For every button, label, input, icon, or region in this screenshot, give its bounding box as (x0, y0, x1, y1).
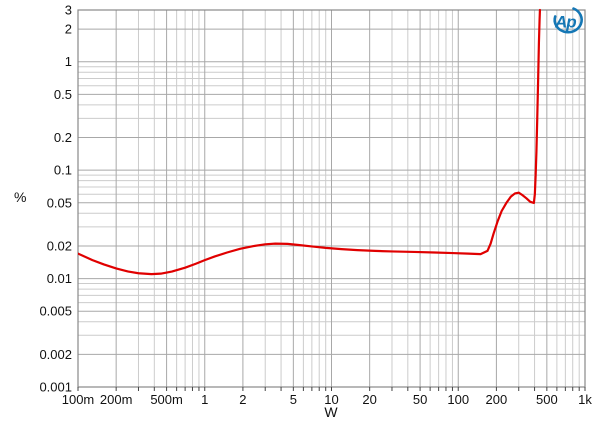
y-tick-label: 0.05 (47, 195, 72, 210)
x-tick-label: 5 (290, 392, 297, 407)
x-tick-label: 200 (486, 392, 508, 407)
y-tick-label: 0.5 (54, 87, 72, 102)
y-tick-label: 0.001 (39, 380, 72, 395)
x-tick-label: 100m (62, 392, 95, 407)
y-tick-label: 0.005 (39, 304, 72, 319)
x-tick-label: 1k (578, 392, 592, 407)
y-tick-label: 0.002 (39, 347, 72, 362)
x-tick-label: 10 (324, 392, 338, 407)
x-tick-label: 100 (447, 392, 469, 407)
y-tick-label: 3 (65, 3, 72, 18)
y-tick-label: 2 (65, 22, 72, 37)
y-tick-label: 0.1 (54, 163, 72, 178)
x-axis-unit-label: W (324, 404, 338, 420)
y-axis-unit-label: % (14, 189, 27, 205)
y-tick-label: 0.2 (54, 130, 72, 145)
x-tick-label: 500 (536, 392, 558, 407)
ap-logo-swoosh-icon (553, 7, 583, 34)
ap-logo: Ap (553, 7, 583, 34)
x-tick-label: 2 (239, 392, 246, 407)
y-tick-label: 0.01 (47, 271, 72, 286)
x-tick-label: 50 (413, 392, 427, 407)
data-curve (78, 8, 542, 276)
ap-logo-text: Ap (554, 13, 576, 32)
y-tick-label: 0.02 (47, 238, 72, 253)
x-tick-label: 500m (150, 392, 183, 407)
y-tick-label: 1 (65, 54, 72, 69)
x-tick-label: 1 (201, 392, 208, 407)
x-tick-label: 20 (362, 392, 376, 407)
x-tick-label: 200m (100, 392, 133, 407)
